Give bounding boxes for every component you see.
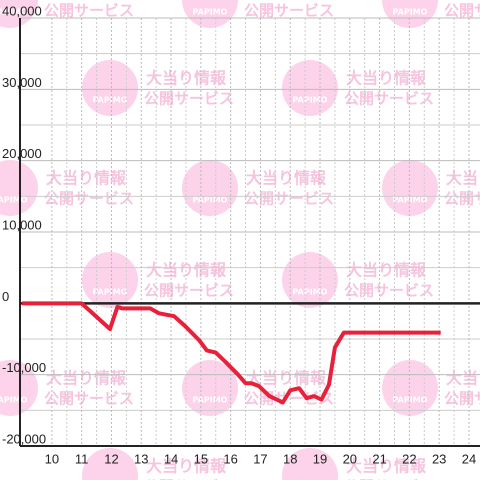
x-tick-label: 23 bbox=[432, 451, 446, 466]
watermark-brand: PAPIMO bbox=[93, 96, 128, 105]
watermark-logo bbox=[82, 252, 138, 308]
x-tick-label: 10 bbox=[45, 451, 59, 466]
watermark-brand: PAPIMO bbox=[0, 396, 28, 405]
watermark-logo bbox=[382, 360, 438, 416]
watermark-text: 公開サービス bbox=[244, 2, 334, 20]
watermark-text: 大当り情報 bbox=[446, 169, 480, 188]
watermark-brand: PAPIMO bbox=[393, 396, 428, 405]
x-tick-label: 15 bbox=[194, 451, 208, 466]
watermark-logo bbox=[382, 0, 438, 28]
watermark-text: 公開サービス bbox=[144, 90, 234, 108]
x-tick-label: 11 bbox=[75, 451, 89, 466]
watermark-text: 公開サービス bbox=[144, 478, 234, 480]
watermark-logo bbox=[0, 360, 38, 416]
watermark-text: 公開サービス bbox=[444, 390, 480, 408]
y-tick-label: -20,000 bbox=[2, 431, 46, 446]
x-tick-label: 19 bbox=[313, 451, 327, 466]
watermark-logo bbox=[82, 60, 138, 116]
watermark-text: 公開サービス bbox=[244, 190, 334, 208]
data-line bbox=[22, 301, 441, 405]
watermark-text: 大当り情報 bbox=[246, 169, 327, 188]
watermark-text: 大当り情報 bbox=[146, 261, 227, 280]
watermark-brand: PAPIMO bbox=[293, 96, 328, 105]
watermark-text: 大当り情報 bbox=[346, 457, 427, 476]
watermark-text: 大当り情報 bbox=[146, 457, 227, 476]
watermark-logo bbox=[382, 160, 438, 216]
watermark-logo bbox=[182, 160, 238, 216]
watermark-logo bbox=[182, 360, 238, 416]
watermark-brand: PAPIMO bbox=[193, 8, 228, 17]
watermark-logo bbox=[282, 252, 338, 308]
watermark-logo bbox=[282, 448, 338, 480]
watermark-text: 大当り情報 bbox=[346, 69, 427, 88]
watermark-text: 大当り情報 bbox=[46, 369, 127, 388]
watermark-text: 大当り情報 bbox=[46, 169, 127, 188]
watermark-logo bbox=[82, 448, 138, 480]
x-tick-label: 22 bbox=[402, 451, 416, 466]
watermark-text: 公開サービス bbox=[344, 478, 434, 480]
y-tick-label: 20,000 bbox=[2, 146, 42, 161]
watermark-logo bbox=[282, 60, 338, 116]
y-tick-label: 10,000 bbox=[2, 217, 42, 232]
watermark-text: 大当り情報 bbox=[446, 369, 480, 388]
watermark-text: 公開サービス bbox=[444, 2, 480, 20]
watermark-brand: PAPIMO bbox=[393, 8, 428, 17]
x-tick-label: 16 bbox=[223, 451, 237, 466]
x-tick-label: 17 bbox=[253, 451, 267, 466]
y-tick-label: 40,000 bbox=[2, 3, 42, 18]
watermark-text: 公開サービス bbox=[44, 190, 134, 208]
y-tick-label: 30,000 bbox=[2, 75, 42, 90]
watermark-text: 大当り情報 bbox=[246, 369, 327, 388]
watermark-logo bbox=[0, 160, 38, 216]
y-tick-label: -10,000 bbox=[2, 360, 46, 375]
watermark-text: 公開サービス bbox=[144, 282, 234, 300]
x-tick-label: 14 bbox=[164, 451, 178, 466]
x-tick-label: 13 bbox=[134, 451, 148, 466]
watermark-logo bbox=[182, 0, 238, 28]
x-tick-label: 21 bbox=[372, 451, 386, 466]
watermark-text: 大当り情報 bbox=[346, 261, 427, 280]
y-tick-label: 0 bbox=[2, 289, 9, 304]
watermark-brand: PAPIMO bbox=[193, 396, 228, 405]
watermark-brand: PAPIMO bbox=[93, 288, 128, 297]
x-tick-label: 12 bbox=[104, 451, 118, 466]
watermark-brand: PAPIMO bbox=[0, 196, 28, 205]
watermark-text: 大当り情報 bbox=[146, 69, 227, 88]
x-tick-label: 18 bbox=[283, 451, 297, 466]
watermark-text: 公開サービス bbox=[444, 190, 480, 208]
watermark-text: 公開サービス bbox=[344, 90, 434, 108]
watermark-text: 公開サービス bbox=[344, 282, 434, 300]
watermark-brand: PAPIMO bbox=[293, 288, 328, 297]
x-tick-label: 24 bbox=[462, 451, 476, 466]
watermark-brand: PAPIMO bbox=[0, 8, 28, 17]
watermark-text: 公開サービス bbox=[44, 390, 134, 408]
x-tick-label: 20 bbox=[343, 451, 357, 466]
watermark-brand: PAPIMO bbox=[393, 196, 428, 205]
watermark-brand: PAPIMO bbox=[193, 196, 228, 205]
watermark-text: 公開サービス bbox=[44, 2, 134, 20]
watermark-logo bbox=[0, 0, 38, 28]
